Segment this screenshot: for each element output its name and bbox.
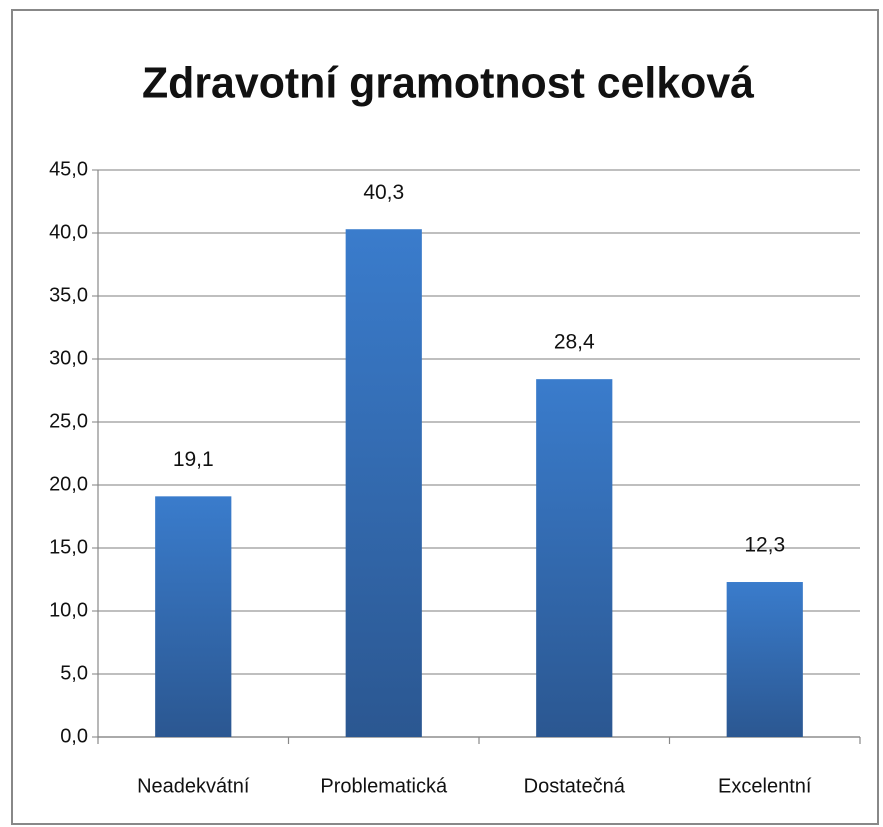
y-tick-label: 25,0 — [49, 410, 88, 432]
y-tick-label: 10,0 — [49, 599, 88, 621]
value-label: 40,3 — [363, 181, 404, 204]
bar — [155, 496, 232, 737]
y-tick-label: 45,0 — [49, 158, 88, 180]
value-label: 28,4 — [554, 331, 595, 354]
y-tick-label: 30,0 — [49, 347, 88, 369]
y-tick-label: 40,0 — [49, 221, 88, 243]
y-tick-label: 5,0 — [60, 662, 88, 684]
bar — [726, 582, 803, 737]
x-tick-label: Neadekvátní — [137, 775, 250, 797]
y-tick-label: 35,0 — [49, 284, 88, 306]
chart-title: Zdravotní gramotnost celková — [142, 59, 755, 108]
bar — [536, 379, 613, 737]
x-tick-label: Excelentní — [718, 775, 812, 797]
x-tick-label: Dostatečná — [524, 775, 626, 797]
y-tick-label: 20,0 — [49, 473, 88, 495]
value-label: 19,1 — [173, 448, 214, 471]
bar — [345, 229, 422, 737]
x-tick-label: Problematická — [320, 775, 448, 797]
y-tick-label: 0,0 — [60, 725, 88, 747]
y-tick-label: 15,0 — [49, 536, 88, 558]
value-label: 12,3 — [744, 534, 785, 557]
